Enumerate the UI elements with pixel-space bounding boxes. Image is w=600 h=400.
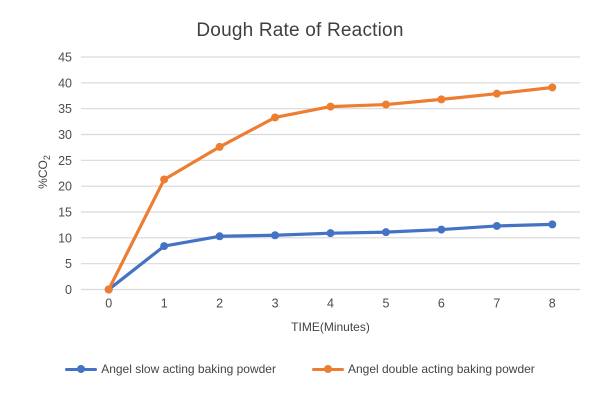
- legend-label-double: Angel double acting baking powder: [347, 362, 535, 376]
- x-tick-label: 3: [272, 297, 279, 311]
- y-tick-label: 20: [58, 180, 72, 194]
- legend-swatch-line-dot-icon: [311, 365, 344, 374]
- data-point-series-1: [160, 175, 169, 184]
- x-tick-label: 8: [549, 297, 556, 311]
- x-tick-label: 0: [105, 297, 112, 311]
- data-point-series-1: [271, 113, 280, 122]
- y-tick-label: 10: [58, 231, 72, 245]
- data-point-series-1: [326, 102, 335, 111]
- data-point-series-0: [381, 228, 390, 237]
- data-point-series-0: [437, 225, 446, 234]
- data-point-series-1: [104, 285, 113, 294]
- x-tick-label: 6: [438, 297, 445, 311]
- y-tick-label: 25: [58, 154, 72, 168]
- x-tick-label: 5: [382, 297, 389, 311]
- y-tick-label: 5: [65, 257, 72, 271]
- y-tick-label: 40: [58, 76, 72, 90]
- y-tick-label: 45: [58, 51, 72, 65]
- y-tick-label: 0: [65, 283, 72, 297]
- legend: Angel slow acting baking powder Angel do…: [0, 362, 600, 376]
- legend-label-slow: Angel slow acting baking powder: [101, 362, 276, 376]
- x-tick-label: 2: [216, 297, 223, 311]
- y-tick-label: 30: [58, 128, 72, 142]
- x-tick-label: 7: [493, 297, 500, 311]
- legend-item-slow: Angel slow acting baking powder: [65, 362, 276, 376]
- legend-swatch-line-dot-icon: [65, 365, 98, 374]
- legend-item-double: Angel double acting baking powder: [311, 362, 535, 376]
- data-point-series-0: [492, 221, 501, 230]
- data-point-series-1: [437, 95, 446, 104]
- y-tick-label: 15: [58, 206, 72, 220]
- y-tick-label: 35: [58, 102, 72, 116]
- data-point-series-1: [381, 100, 390, 109]
- x-axis-title: TIME(Minutes): [291, 320, 370, 334]
- data-point-series-1: [215, 142, 224, 151]
- data-point-series-1: [492, 89, 501, 98]
- data-point-series-0: [326, 229, 335, 238]
- data-point-series-0: [215, 232, 224, 241]
- x-tick-label: 4: [327, 297, 334, 311]
- data-point-series-0: [271, 231, 280, 240]
- chart-title: Dough Rate of Reaction: [196, 20, 404, 41]
- data-point-series-0: [548, 220, 557, 229]
- x-tick-label: 1: [161, 297, 168, 311]
- data-point-series-1: [548, 83, 557, 92]
- data-point-series-0: [160, 242, 169, 251]
- series-line-1: [107, 85, 554, 292]
